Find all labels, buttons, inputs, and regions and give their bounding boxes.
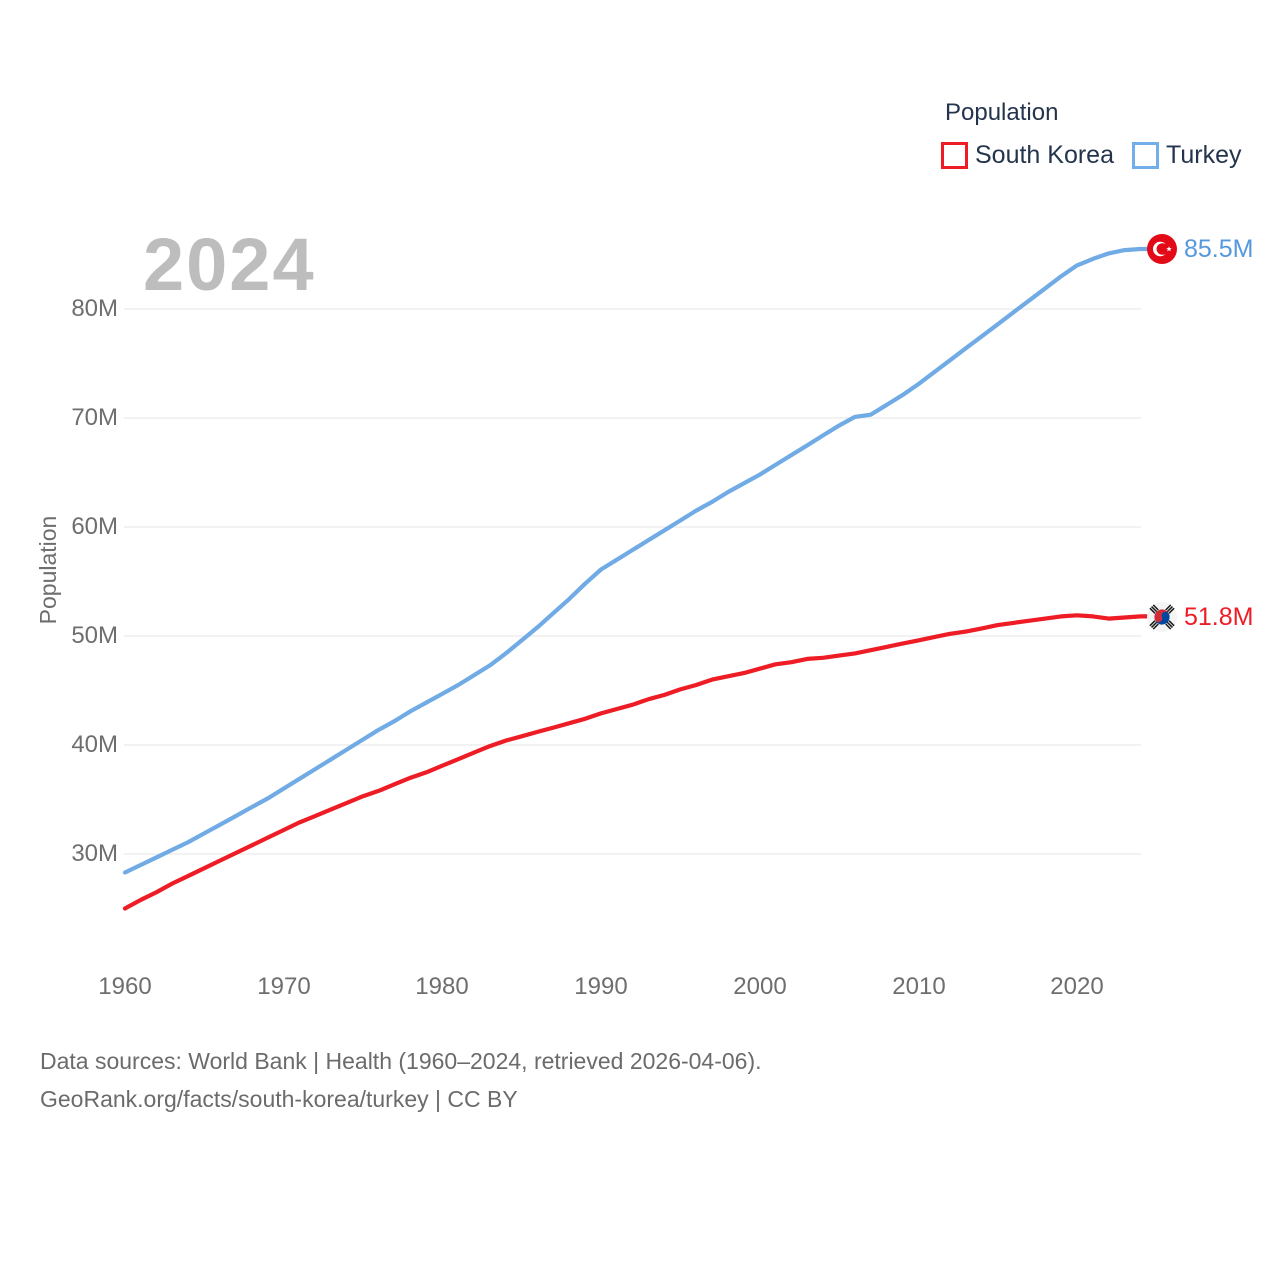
legend-items: South Korea Turkey: [941, 141, 1261, 170]
x-tick-2010: 2010: [892, 973, 946, 1000]
watermark-year: 2024: [143, 223, 316, 306]
turkey-swatch-icon: [1132, 142, 1159, 169]
legend: Population South Korea Turkey: [941, 98, 1261, 170]
legend-item-turkey[interactable]: Turkey: [1132, 141, 1241, 170]
line-south-korea[interactable]: [122, 613, 1154, 911]
line-turkey[interactable]: [122, 246, 1154, 875]
x-tick-1970: 1970: [257, 973, 311, 1000]
south-korea-flag-icon: [1147, 602, 1177, 632]
turkey-flag-icon: [1147, 234, 1177, 264]
footer-attribution: GeoRank.org/facts/south-korea/turkey | C…: [40, 1086, 518, 1112]
footer-sources: Data sources: World Bank | Health (1960–…: [40, 1048, 762, 1074]
y-tick-40m: 40M: [71, 731, 118, 758]
legend-title: Population: [945, 99, 1059, 126]
south-korea-swatch-icon: [941, 142, 968, 169]
x-tick-1980: 1980: [415, 973, 469, 1000]
x-tick-1990: 1990: [574, 973, 628, 1000]
y-tick-60m: 60M: [71, 513, 118, 540]
y-tick-80m: 80M: [71, 295, 118, 322]
x-tick-2000: 2000: [733, 973, 787, 1000]
y-axis-title: Population: [35, 515, 61, 625]
legend-label-turkey: Turkey: [1166, 141, 1242, 169]
south-korea-value-label: 51.8M: [1184, 603, 1254, 631]
y-tick-30m: 30M: [71, 840, 118, 867]
legend-label-south-korea: South Korea: [975, 141, 1114, 169]
x-tick-2020: 2020: [1050, 973, 1104, 1000]
y-tick-70m: 70M: [71, 404, 118, 431]
turkey-value-label: 85.5M: [1184, 235, 1254, 263]
legend-item-south-korea[interactable]: South Korea: [941, 141, 1114, 170]
x-tick-1960: 1960: [98, 973, 152, 1000]
y-tick-50m: 50M: [71, 622, 118, 649]
chart-svg[interactable]: [0, 0, 1280, 1030]
footer: Data sources: World Bank | Health (1960–…: [40, 1042, 762, 1118]
